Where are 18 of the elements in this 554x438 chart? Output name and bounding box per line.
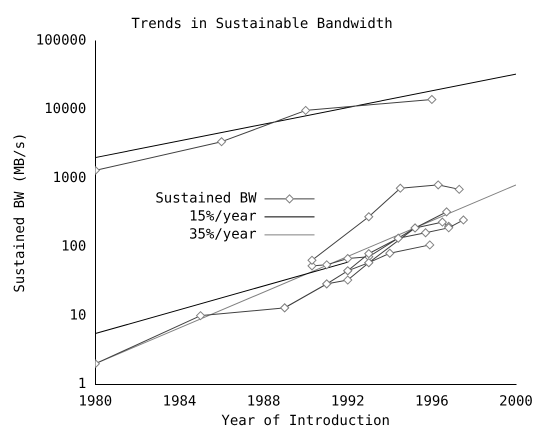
y-tick-label: 100 bbox=[61, 238, 86, 255]
x-tick-label: 1984 bbox=[162, 393, 196, 410]
legend-label: 35%/year bbox=[189, 226, 257, 242]
y-tick-label: 1 bbox=[78, 376, 86, 392]
x-tick-label: 1980 bbox=[78, 393, 112, 410]
y-tick-label: 100000 bbox=[36, 32, 86, 48]
x-tick-label: 1996 bbox=[415, 393, 449, 410]
x-axis-title: Year of Introduction bbox=[221, 413, 390, 430]
x-tick-label: 1988 bbox=[246, 393, 280, 410]
y-tick-label: 10000 bbox=[44, 101, 86, 118]
legend-label: 15%/year bbox=[189, 208, 257, 224]
x-tick-label: 2000 bbox=[499, 393, 533, 410]
y-axis-title: Sustained BW (MB/s) bbox=[12, 132, 28, 293]
chart-title: Trends in Sustainable Bandwidth bbox=[131, 16, 393, 32]
legend-label: Sustained BW bbox=[155, 190, 258, 206]
y-tick-label: 1000 bbox=[52, 170, 86, 186]
y-tick-label: 10 bbox=[70, 307, 86, 324]
x-tick-label: 1992 bbox=[330, 393, 365, 410]
